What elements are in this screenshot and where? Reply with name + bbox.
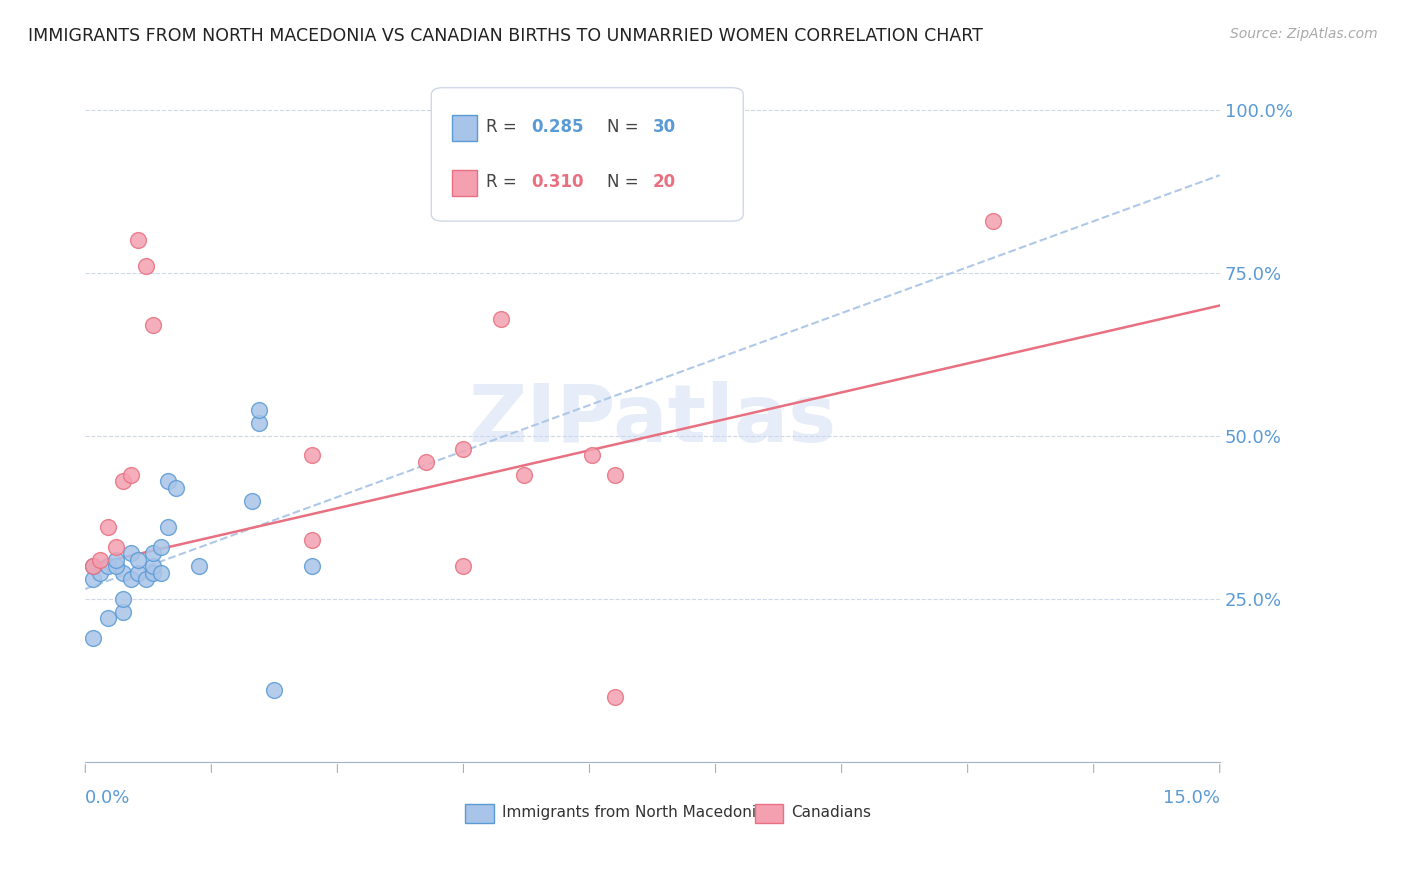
Point (301, 533, 323, 548)
Text: 0.310: 0.310 (531, 173, 583, 191)
Text: IMMIGRANTS FROM NORTH MACEDONIA VS CANADIAN BIRTHS TO UNMARRIED WOMEN CORRELATIO: IMMIGRANTS FROM NORTH MACEDONIA VS CANAD… (28, 27, 983, 45)
Point (453, 559, 475, 574)
Point (135, 260, 157, 274)
Point (165, 481, 187, 495)
Text: Source: ZipAtlas.com: Source: ZipAtlas.com (1230, 27, 1378, 41)
Point (581, 449, 603, 463)
Text: 0.285: 0.285 (531, 119, 583, 136)
Point (82, 559, 104, 574)
Point (513, 467, 536, 482)
Point (142, 566, 165, 580)
FancyBboxPatch shape (432, 87, 744, 221)
Point (981, 214, 1004, 228)
Text: 15.0%: 15.0% (1163, 789, 1220, 807)
Point (112, 591, 135, 606)
Text: 30: 30 (652, 119, 676, 136)
Point (247, 402, 270, 417)
Text: ZIPatlas: ZIPatlas (468, 381, 837, 458)
Point (127, 233, 149, 247)
FancyBboxPatch shape (755, 804, 783, 823)
Text: R =: R = (485, 173, 522, 191)
Point (135, 572, 157, 586)
Point (157, 520, 180, 534)
Point (97, 611, 120, 625)
Point (142, 318, 165, 332)
Point (301, 559, 323, 574)
Point (120, 572, 142, 586)
Point (603, 690, 626, 704)
Point (120, 546, 142, 560)
Point (142, 559, 165, 574)
Point (157, 475, 180, 489)
FancyBboxPatch shape (465, 804, 494, 823)
Point (301, 449, 323, 463)
Point (89, 552, 111, 566)
FancyBboxPatch shape (451, 115, 477, 141)
Point (104, 552, 127, 566)
Point (187, 559, 209, 574)
Point (263, 683, 285, 698)
Point (149, 566, 172, 580)
Text: Immigrants from North Macedonia: Immigrants from North Macedonia (502, 805, 765, 821)
Point (112, 605, 135, 619)
Point (127, 566, 149, 580)
Point (142, 546, 165, 560)
Point (112, 566, 135, 580)
Point (97, 520, 120, 534)
Point (104, 559, 127, 574)
Point (97, 559, 120, 574)
Text: N =: N = (607, 173, 644, 191)
Point (89, 566, 111, 580)
FancyBboxPatch shape (451, 169, 477, 196)
Point (82, 631, 104, 645)
Point (149, 540, 172, 554)
Text: 20: 20 (652, 173, 676, 191)
Point (82, 572, 104, 586)
Text: R =: R = (485, 119, 522, 136)
Point (112, 475, 135, 489)
Point (120, 467, 142, 482)
Text: Canadians: Canadians (792, 805, 870, 821)
Point (82, 559, 104, 574)
Text: 0.0%: 0.0% (86, 789, 131, 807)
Point (491, 311, 513, 326)
Point (240, 494, 263, 508)
Point (104, 540, 127, 554)
Point (127, 552, 149, 566)
Point (415, 455, 437, 469)
Point (247, 416, 270, 430)
Text: N =: N = (607, 119, 644, 136)
Point (603, 467, 626, 482)
Point (453, 442, 475, 456)
